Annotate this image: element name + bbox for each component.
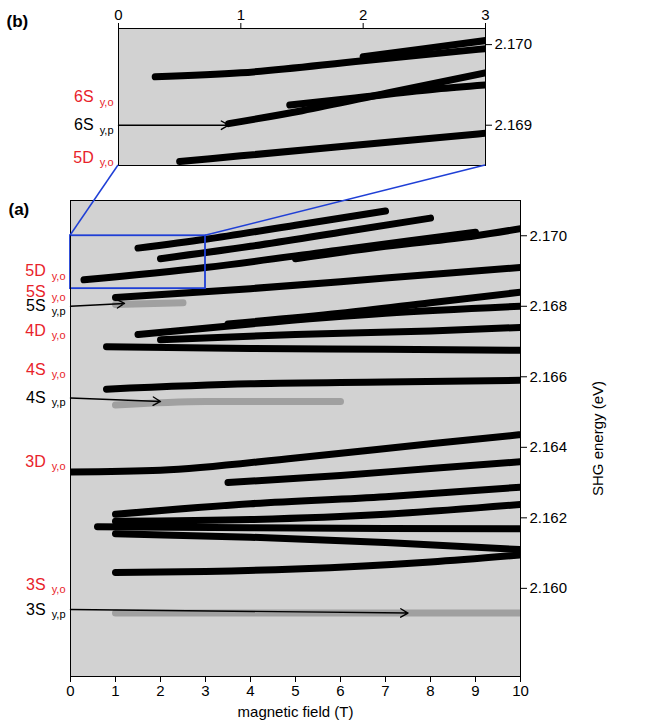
svg-text:4: 4: [246, 682, 254, 699]
svg-text:3D: 3D: [25, 453, 45, 470]
svg-text:2.166: 2.166: [530, 368, 568, 385]
svg-text:2.170: 2.170: [530, 227, 568, 244]
svg-text:3: 3: [481, 6, 489, 23]
svg-text:y,o: y,o: [52, 291, 66, 303]
svg-text:10: 10: [512, 682, 529, 699]
svg-text:3S: 3S: [26, 576, 46, 593]
svg-text:2.160: 2.160: [530, 579, 568, 596]
svg-text:3: 3: [201, 682, 209, 699]
svg-text:5D: 5D: [73, 149, 93, 166]
svg-text:5D: 5D: [25, 262, 45, 279]
svg-text:2.169: 2.169: [495, 116, 533, 133]
svg-text:4S: 4S: [26, 361, 46, 378]
svg-text:2.162: 2.162: [530, 509, 568, 526]
svg-text:1: 1: [111, 682, 119, 699]
svg-text:2: 2: [156, 682, 164, 699]
svg-text:magnetic field (T): magnetic field (T): [238, 703, 354, 720]
svg-text:y,p: y,p: [52, 396, 66, 408]
svg-text:6: 6: [336, 682, 344, 699]
svg-text:6S: 6S: [74, 116, 94, 133]
svg-text:7: 7: [381, 682, 389, 699]
svg-text:6S: 6S: [74, 88, 94, 105]
svg-text:1: 1: [237, 6, 245, 23]
svg-text:2.164: 2.164: [530, 438, 568, 455]
svg-text:4S: 4S: [26, 389, 46, 406]
svg-text:4D: 4D: [25, 322, 45, 339]
svg-text:5: 5: [291, 682, 299, 699]
svg-text:y,p: y,p: [100, 124, 114, 136]
svg-text:y,p: y,p: [52, 608, 66, 620]
svg-text:y,o: y,o: [100, 156, 114, 168]
svg-text:2.168: 2.168: [530, 297, 568, 314]
svg-text:8: 8: [426, 682, 434, 699]
svg-text:y,p: y,p: [52, 305, 66, 317]
svg-text:0: 0: [114, 6, 122, 23]
svg-text:5S: 5S: [26, 297, 46, 314]
svg-text:2: 2: [359, 6, 367, 23]
svg-text:y,o: y,o: [100, 96, 114, 108]
svg-text:SHG energy (eV): SHG energy (eV): [589, 381, 606, 496]
svg-text:5S: 5S: [26, 283, 46, 301]
svg-text:y,o: y,o: [52, 460, 66, 472]
svg-text:y,o: y,o: [52, 329, 66, 341]
svg-text:3S: 3S: [26, 601, 46, 618]
svg-text:y,o: y,o: [52, 583, 66, 595]
svg-text:(a): (a): [9, 200, 30, 219]
svg-text:2.170: 2.170: [495, 35, 533, 52]
svg-text:(b): (b): [7, 12, 29, 31]
svg-text:y,o: y,o: [52, 368, 66, 380]
svg-text:y,o: y,o: [52, 270, 66, 282]
svg-text:9: 9: [471, 682, 479, 699]
svg-text:0: 0: [66, 682, 74, 699]
